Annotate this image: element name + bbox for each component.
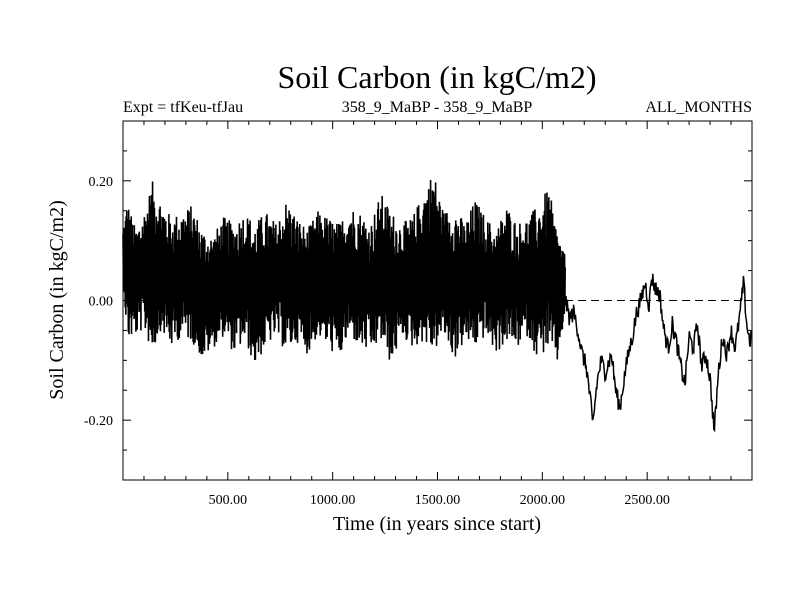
series-high-variability: [122, 180, 566, 360]
subtitle-months: ALL_MONTHS: [645, 99, 752, 116]
series-low-variability: [564, 273, 753, 433]
chart-title: Soil Carbon (in kgC/m2): [277, 59, 596, 95]
y-tick-label: 0.20: [89, 175, 114, 190]
subtitle-experiment: Expt = tfKeu-tfJau: [123, 99, 243, 116]
x-tick-label: 2000.00: [520, 493, 566, 508]
x-tick-label: 500.00: [209, 493, 248, 508]
x-tick-label: 2500.00: [624, 493, 670, 508]
plot-frame: [122, 120, 753, 481]
y-tick-label: 0.00: [89, 295, 114, 310]
x-axis-label: Time (in years since start): [333, 513, 541, 535]
y-axis-label: Soil Carbon (in kgC/m2): [46, 200, 68, 399]
y-tick-label: -0.20: [84, 414, 113, 429]
x-axis-ticks: 500.00 1000.00 1500.00 2000.00 2500.00: [143, 121, 732, 508]
subtitle-period: 358_9_MaBP - 358_9_MaBP: [342, 99, 533, 116]
plot-content: [122, 180, 753, 433]
y-axis-ticks: 0.20 0.00 -0.20: [84, 120, 752, 481]
x-tick-label: 1000.00: [310, 493, 356, 508]
x-tick-label: 1500.00: [415, 493, 461, 508]
